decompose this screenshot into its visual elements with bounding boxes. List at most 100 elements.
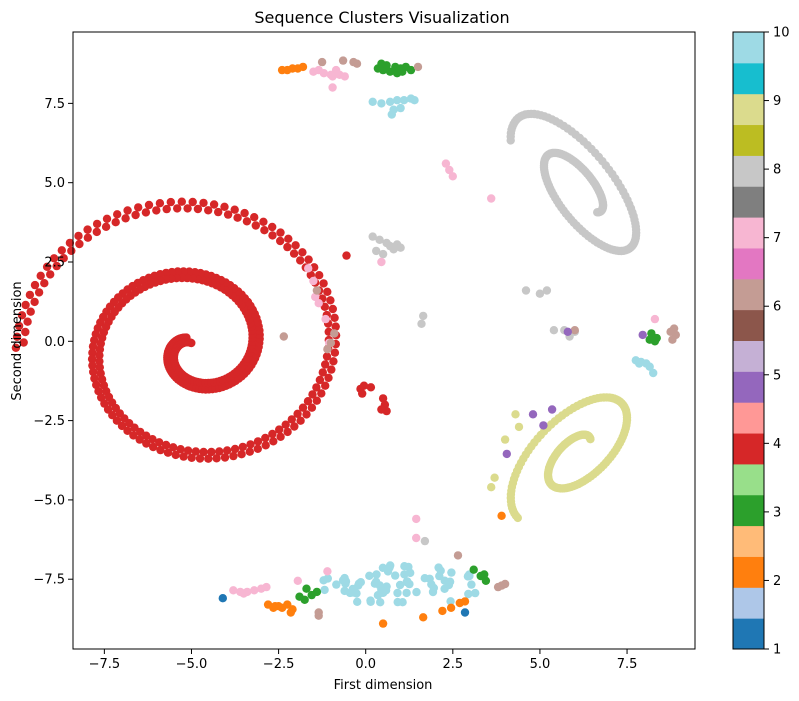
data-point (215, 447, 224, 456)
data-point (229, 586, 238, 595)
data-point (378, 619, 388, 628)
data-point (179, 267, 188, 276)
colorbar-tick-label: 5 (773, 368, 781, 383)
data-point (141, 208, 151, 217)
data-point (645, 362, 654, 371)
data-point (155, 199, 165, 208)
data-point (412, 514, 421, 524)
data-point (330, 348, 340, 357)
x-tick-label: −5.0 (176, 657, 208, 672)
data-point (338, 56, 348, 65)
data-point (92, 380, 101, 390)
data-point (650, 337, 660, 346)
data-point (441, 159, 451, 168)
data-point (460, 597, 470, 606)
colorbar-segment (733, 433, 764, 465)
data-point (295, 592, 304, 601)
data-point (298, 403, 308, 412)
data-point (377, 59, 386, 68)
data-point (123, 426, 132, 435)
data-point (242, 217, 252, 226)
data-point (279, 332, 288, 341)
data-point (95, 351, 104, 360)
data-point (296, 416, 305, 425)
data-point (92, 219, 102, 229)
data-point (396, 243, 405, 252)
data-point (195, 454, 205, 463)
chart-title: Sequence Clusters Visualization (254, 8, 509, 27)
data-point (312, 383, 321, 392)
colorbar-segment (733, 463, 764, 496)
colorbar-segment (733, 402, 764, 434)
colorbar-segment (733, 247, 764, 280)
data-point (329, 357, 338, 366)
data-point (420, 536, 430, 546)
data-point (171, 450, 180, 460)
data-point (638, 330, 647, 340)
data-point (21, 327, 30, 337)
data-point (142, 439, 151, 448)
colorbar-segment (733, 62, 764, 95)
data-point (204, 454, 213, 463)
data-point (326, 70, 336, 80)
data-point (359, 381, 369, 390)
data-point (113, 210, 122, 219)
colorbar-tick-label: 2 (773, 574, 781, 589)
data-point (528, 410, 538, 419)
data-point (11, 343, 21, 352)
data-point (392, 96, 402, 105)
data-point (366, 597, 375, 606)
data-point (177, 197, 186, 206)
data-point (385, 97, 395, 107)
data-point (253, 437, 263, 446)
data-point (286, 608, 295, 617)
data-point (183, 204, 192, 213)
data-point (330, 329, 339, 338)
data-point (345, 588, 355, 598)
data-point (46, 270, 55, 279)
data-point (413, 62, 423, 72)
data-point (481, 576, 491, 585)
data-point (34, 288, 44, 297)
data-point (302, 410, 311, 419)
y-tick-label: −7.5 (33, 573, 65, 588)
data-point (298, 62, 308, 72)
data-point (446, 603, 456, 612)
data-point (317, 389, 326, 398)
data-point (447, 568, 456, 577)
data-point (385, 241, 395, 251)
colorbar-segment (733, 93, 764, 126)
data-point (317, 57, 327, 67)
colorbar-segment (733, 278, 764, 311)
data-point (372, 246, 381, 256)
data-point (131, 210, 140, 220)
data-point (412, 533, 421, 543)
y-tick-label: −2.5 (33, 414, 65, 429)
data-point (549, 326, 559, 335)
data-point (108, 411, 117, 420)
data-point (90, 374, 99, 383)
data-point (245, 447, 254, 456)
data-point (327, 365, 336, 374)
data-point (318, 368, 327, 377)
data-point (320, 302, 329, 311)
data-point (169, 443, 178, 452)
data-point (352, 59, 362, 68)
data-point (378, 249, 388, 259)
data-point (296, 256, 305, 265)
data-point (148, 435, 157, 444)
colorbar-segment (733, 371, 764, 403)
data-point (326, 338, 336, 348)
data-point (246, 440, 255, 449)
data-point (332, 580, 341, 589)
data-point (121, 214, 130, 223)
data-point (471, 588, 480, 598)
data-point (142, 431, 151, 440)
data-point (396, 103, 405, 113)
data-point (314, 299, 323, 308)
data-point (268, 231, 277, 240)
y-tick-label: 7.5 (44, 97, 65, 112)
data-point (88, 342, 98, 351)
data-point (304, 264, 313, 273)
data-point (319, 69, 329, 78)
